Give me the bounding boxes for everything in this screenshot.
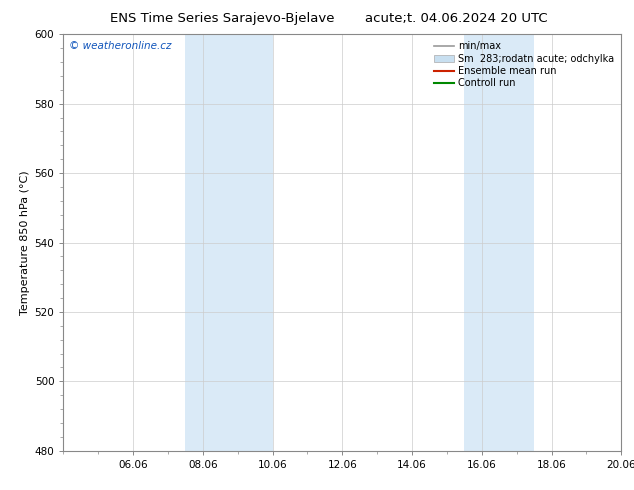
Text: ENS Time Series Sarajevo-Bjelave: ENS Time Series Sarajevo-Bjelave	[110, 12, 334, 25]
Y-axis label: Temperature 850 hPa (°C): Temperature 850 hPa (°C)	[20, 170, 30, 315]
Bar	[185, 34, 273, 451]
Text: © weatheronline.cz: © weatheronline.cz	[69, 41, 171, 50]
Legend: min/max, Sm  283;rodatn acute; odchylka, Ensemble mean run, Controll run: min/max, Sm 283;rodatn acute; odchylka, …	[432, 39, 616, 90]
Bar	[464, 34, 534, 451]
Text: acute;t. 04.06.2024 20 UTC: acute;t. 04.06.2024 20 UTC	[365, 12, 548, 25]
